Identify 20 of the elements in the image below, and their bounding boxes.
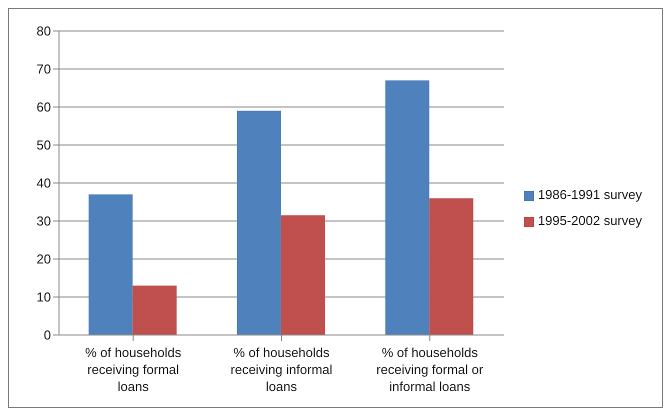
x-tick-label: % of households receiving formal loans	[85, 345, 182, 394]
bar	[236, 110, 281, 335]
y-tick-label: 70	[36, 62, 51, 77]
bar	[429, 198, 474, 335]
bar	[385, 80, 430, 335]
y-tick-label: 60	[36, 100, 51, 115]
y-tick-label: 80	[36, 24, 51, 39]
bar	[132, 286, 177, 335]
x-tick-label: % of households receiving informal loans	[230, 345, 333, 394]
legend-label: 1995-2002 survey	[538, 213, 642, 228]
y-tick-label: 0	[44, 328, 51, 343]
bar	[280, 215, 325, 335]
y-tick-label: 40	[36, 176, 51, 191]
bar	[88, 194, 133, 335]
y-tick-label: 20	[36, 252, 51, 267]
x-tick-label: % of households receiving formal or informal loans	[376, 345, 484, 394]
y-tick-label: 30	[36, 214, 51, 229]
legend-label: 1986-1991 survey	[538, 187, 642, 202]
y-tick-label: 50	[36, 138, 51, 153]
y-tick-label: 10	[36, 290, 51, 305]
